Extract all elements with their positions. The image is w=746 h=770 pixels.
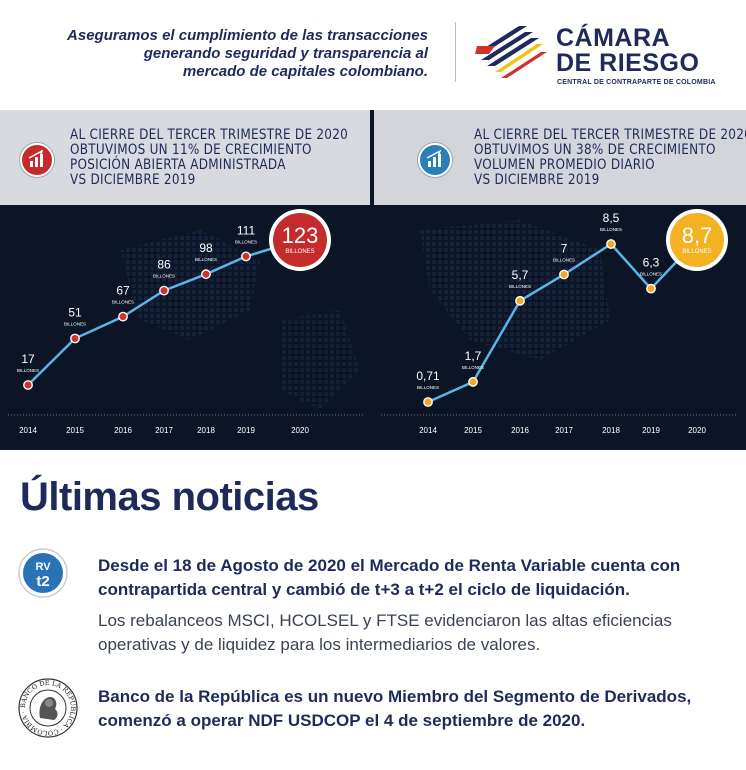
right-unit-label-2016: BILLONES: [509, 284, 531, 289]
brand-subtitle: CENTRAL DE CONTRAPARTE DE COLOMBIA: [557, 79, 716, 86]
left-highlight-value: 123: [282, 223, 319, 248]
left-point-2018: [201, 269, 211, 280]
chart-open-position: 17 BILLONES 2014 51 BILLONES 2015 67 BILLONES 20…: [8, 209, 365, 435]
right-value-label-2017: 7: [561, 241, 568, 255]
tagline-line-2: generando seguridad y transparencia al: [143, 45, 428, 62]
right-point-2019: [646, 283, 656, 294]
stats-banner: AL CIERRE DEL TERCER TRIMESTRE DE 2020 O…: [0, 110, 746, 450]
stats-panel-left: AL CIERRE DEL TERCER TRIMESTRE DE 2020 O…: [0, 110, 370, 205]
stats-panel-right: AL CIERRE DEL TERCER TRIMESTRE DE 2020 O…: [374, 110, 746, 205]
right-value-label-2014: 0,71: [416, 369, 440, 383]
right-value-label-2018: 8,5: [603, 211, 620, 225]
right-value-label-2019: 6,3: [643, 256, 660, 270]
left-value-label-2018: 98: [199, 241, 213, 255]
right-unit-label-2019: BILLONES: [640, 272, 662, 277]
panel-right-line-1: AL CIERRE DEL TERCER TRIMESTRE DE 2020: [474, 127, 746, 143]
left-point-2019: [241, 251, 251, 262]
right-value-label-2016: 5,7: [512, 268, 529, 282]
header-divider: [455, 22, 456, 82]
news-item-1-headline: Desde el 18 de Agosto de 2020 el Mercado…: [98, 556, 681, 599]
brand-line-1: CÁMARA: [556, 24, 671, 52]
camara-riesgo-logo-icon: [475, 26, 547, 78]
brand-line-2: DE RIESGO: [556, 49, 700, 77]
panel-left-line-4: VS DICIEMBRE 2019: [70, 172, 196, 188]
left-highlight-unit: BILLONES: [285, 249, 314, 255]
rv-icon-bottom: t2: [36, 573, 49, 590]
left-unit-label-2018: BILLONES: [195, 257, 217, 262]
left-highlight-point: [273, 213, 327, 267]
panel-left-line-1: AL CIERRE DEL TERCER TRIMESTRE DE 2020: [70, 127, 349, 143]
chart-daily-volume: 0,71 BILLONES 2014 1,7 BILLONES 2015 5,7 BILLON…: [381, 209, 738, 435]
right-point-2016: [515, 295, 525, 306]
left-value-label-2015: 51: [68, 305, 82, 319]
right-unit-label-2017: BILLONES: [553, 257, 575, 262]
left-tick-2015: 2015: [66, 426, 84, 435]
left-unit-label-2015: BILLONES: [64, 321, 86, 326]
right-value-label-2015: 1,7: [465, 349, 482, 363]
left-point-2016: [118, 311, 128, 322]
right-point-2017: [559, 269, 569, 280]
tagline-line-3: mercado de capitales colombiano.: [182, 63, 428, 80]
left-tick-2018: 2018: [197, 426, 215, 435]
right-highlight-unit: BILLONES: [682, 249, 711, 255]
news-item-2-headline: Banco de la República es un nuevo Miembr…: [98, 687, 692, 730]
rv-t2-icon: RV t2: [18, 548, 68, 598]
news-item-1-body: Los rebalanceos MSCI, HCOLSEL y FTSE evi…: [98, 611, 672, 654]
stats-panel-right-text: AL CIERRE DEL TERCER TRIMESTRE DE 2020 O…: [474, 128, 746, 188]
right-highlight-value: 8,7: [682, 223, 713, 248]
panel-right-line-4: VS DICIEMBRE 2019: [474, 172, 600, 188]
left-unit-label-2014: BILLONES: [17, 368, 39, 373]
right-tick-2019: 2019: [642, 426, 660, 435]
left-point-2015: [70, 333, 80, 344]
left-value-label-2019: 111: [237, 223, 256, 237]
right-tick-2014: 2014: [419, 426, 437, 435]
left-tick-2019: 2019: [237, 426, 255, 435]
right-unit-label-2014: BILLONES: [417, 385, 439, 390]
panel-right-line-3: VOLUMEN PROMEDIO DIARIO: [474, 157, 655, 173]
right-tick-2018: 2018: [602, 426, 620, 435]
left-value-label-2014: 17: [21, 352, 35, 366]
left-unit-label-2017: BILLONES: [153, 274, 175, 279]
left-tick-2014: 2014: [19, 426, 37, 435]
header: Aseguramos el cumplimiento de las transa…: [0, 0, 746, 100]
right-point-2015: [468, 377, 478, 387]
left-point-2014: [23, 380, 33, 390]
rv-icon-top: RV: [35, 561, 51, 573]
left-tick-2017: 2017: [155, 426, 173, 435]
panel-right-line-2: OBTUVIMOS UN 38% DE CRECIMIENTO: [474, 142, 716, 158]
right-tick-2020: 2020: [688, 426, 706, 435]
news-title: Últimas noticias: [20, 475, 319, 519]
right-unit-label-2018: BILLONES: [600, 227, 622, 232]
growth-chart-icon: [418, 143, 452, 177]
left-point-2017: [159, 285, 169, 296]
tagline: Aseguramos el cumplimiento de las transa…: [8, 27, 428, 81]
right-point-2018: [606, 239, 616, 249]
left-unit-label-2019: BILLONES: [235, 239, 257, 244]
right-unit-label-2015: BILLONES: [462, 365, 484, 370]
left-unit-label-2016: BILLONES: [112, 300, 134, 305]
left-tick-2020: 2020: [291, 426, 309, 435]
right-highlight-point: [670, 213, 724, 267]
panel-left-line-3: POSICIÓN ABIERTA ADMINISTRADA: [70, 157, 286, 173]
panel-left-line-2: OBTUVIMOS UN 11% DE CRECIMIENTO: [70, 142, 312, 158]
stats-panel-left-text: AL CIERRE DEL TERCER TRIMESTRE DE 2020 O…: [70, 128, 348, 188]
brand-name: CÁMARA DE RIESGO: [556, 26, 699, 76]
right-point-2014: [423, 397, 433, 407]
right-tick-2016: 2016: [511, 426, 529, 435]
left-value-label-2016: 67: [116, 284, 130, 298]
left-tick-2016: 2016: [114, 426, 132, 435]
banco-republica-seal-icon: BANCO DE LA REPÚBLICA · COLOMBIA ·: [18, 678, 78, 738]
tagline-line-1: Aseguramos el cumplimiento de las transa…: [67, 27, 428, 44]
right-tick-2015: 2015: [464, 426, 482, 435]
growth-chart-icon: [20, 143, 54, 177]
map-background: [0, 205, 746, 450]
right-tick-2017: 2017: [555, 426, 573, 435]
left-value-label-2017: 86: [157, 258, 171, 272]
